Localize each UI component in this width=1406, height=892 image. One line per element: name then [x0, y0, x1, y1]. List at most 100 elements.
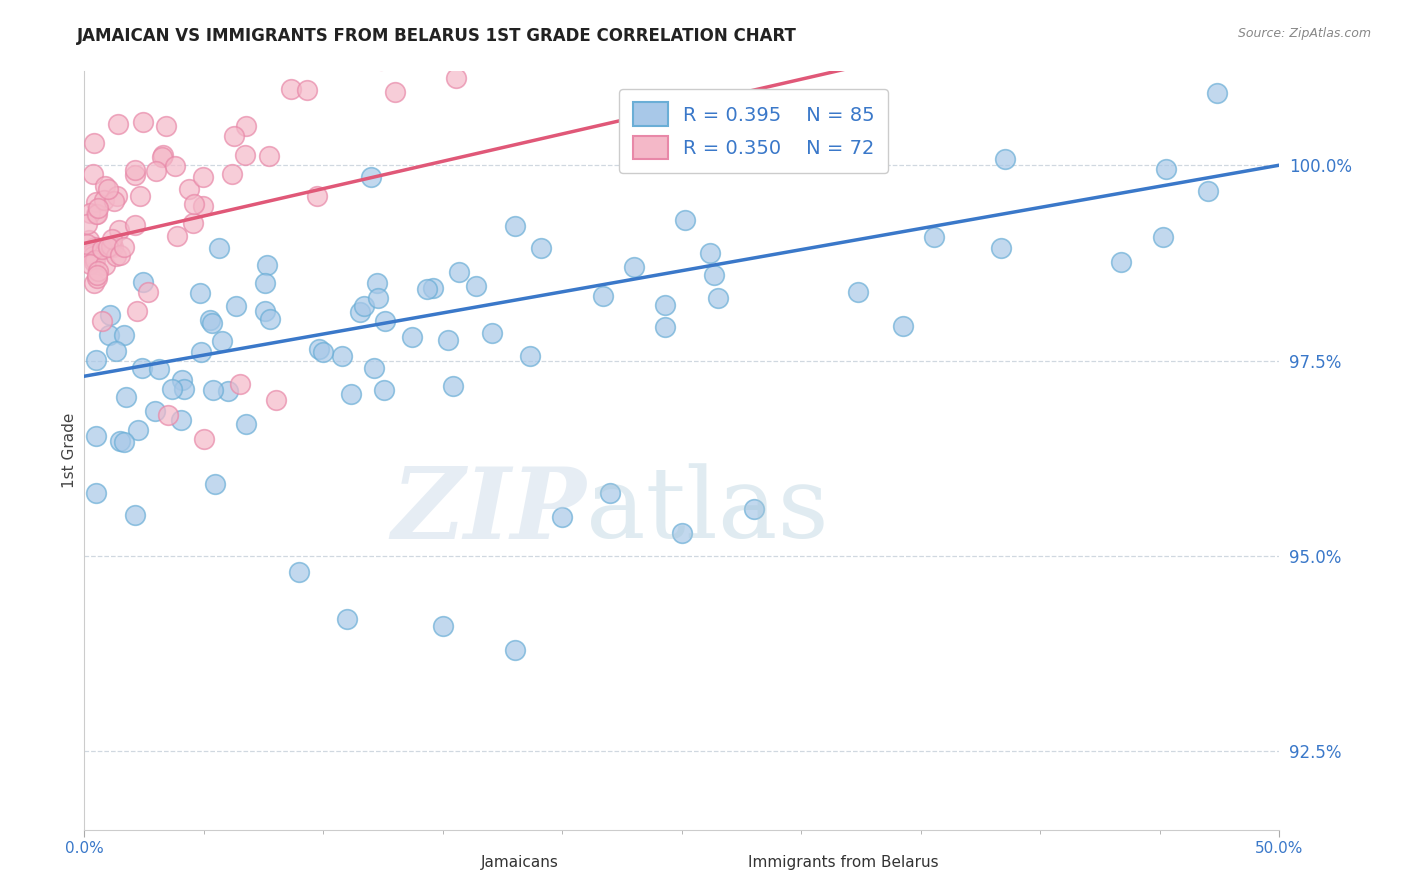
Point	[107, 117, 129, 131]
Legend: R = 0.395    N = 85, R = 0.350    N = 72: R = 0.395 N = 85, R = 0.350 N = 72	[619, 88, 889, 173]
Point	[84, 207, 107, 221]
Point	[204, 477, 226, 491]
Point	[108, 223, 131, 237]
Point	[143, 403, 166, 417]
Point	[673, 212, 696, 227]
Point	[253, 304, 276, 318]
Point	[91, 314, 114, 328]
Point	[124, 508, 146, 522]
Point	[93, 193, 115, 207]
Point	[84, 485, 107, 500]
Point	[82, 167, 104, 181]
Point	[503, 642, 526, 657]
Point	[257, 148, 280, 162]
Point	[181, 216, 204, 230]
Point	[221, 167, 243, 181]
Point	[444, 71, 467, 86]
Point	[846, 285, 869, 299]
Point	[207, 241, 229, 255]
Point	[256, 258, 278, 272]
Point	[280, 82, 302, 96]
Point	[1152, 230, 1174, 244]
Point	[211, 334, 233, 348]
Point	[994, 153, 1017, 167]
Point	[77, 233, 100, 247]
Point	[339, 386, 361, 401]
Point	[1205, 86, 1227, 100]
Text: Immigrants from Belarus: Immigrants from Belarus	[748, 855, 939, 870]
Point	[253, 277, 276, 291]
Point	[373, 383, 395, 397]
Point	[654, 320, 676, 334]
Point	[83, 276, 105, 290]
Point	[131, 361, 153, 376]
Text: JAMAICAN VS IMMIGRANTS FROM BELARUS 1ST GRADE CORRELATION CHART: JAMAICAN VS IMMIGRANTS FROM BELARUS 1ST …	[77, 27, 797, 45]
Point	[93, 258, 115, 272]
Point	[169, 413, 191, 427]
Point	[352, 46, 374, 61]
Point	[90, 243, 112, 257]
Point	[170, 373, 193, 387]
Point	[83, 254, 105, 268]
Point	[264, 392, 287, 407]
Point	[288, 565, 311, 579]
Point	[401, 330, 423, 344]
Point	[235, 119, 257, 133]
Point	[778, 140, 800, 154]
Point	[125, 303, 148, 318]
Point	[336, 611, 359, 625]
Point	[165, 159, 187, 173]
Point	[599, 486, 621, 500]
Text: Jamaicans: Jamaicans	[481, 855, 560, 870]
Point	[422, 281, 444, 295]
Point	[193, 199, 215, 213]
Point	[432, 619, 454, 633]
Point	[384, 86, 406, 100]
Point	[224, 129, 246, 144]
Point	[190, 345, 212, 359]
Point	[173, 382, 195, 396]
Point	[217, 384, 239, 399]
Point	[87, 263, 110, 277]
Point	[86, 268, 108, 283]
Point	[922, 230, 945, 244]
Text: ZIP: ZIP	[391, 463, 586, 559]
Point	[530, 241, 553, 255]
Point	[86, 207, 108, 221]
Point	[370, 53, 392, 67]
Point	[193, 432, 215, 446]
Point	[105, 188, 128, 202]
Point	[101, 240, 124, 254]
Point	[233, 147, 256, 161]
Point	[79, 206, 101, 220]
Point	[160, 382, 183, 396]
Point	[76, 218, 98, 232]
Point	[80, 247, 103, 261]
Point	[83, 240, 105, 254]
Point	[198, 312, 221, 326]
Point	[84, 195, 107, 210]
Point	[330, 349, 353, 363]
Point	[188, 285, 211, 300]
Point	[82, 249, 104, 263]
Point	[124, 218, 146, 232]
Point	[150, 150, 173, 164]
Point	[295, 83, 318, 97]
Point	[124, 168, 146, 182]
Point	[349, 305, 371, 319]
Point	[707, 291, 730, 305]
Point	[201, 316, 224, 330]
Point	[990, 241, 1012, 255]
Point	[98, 308, 121, 322]
Point	[115, 390, 138, 404]
Point	[202, 383, 225, 397]
Point	[312, 344, 335, 359]
Point	[464, 279, 486, 293]
Point	[671, 525, 693, 540]
Point	[127, 423, 149, 437]
Point	[86, 271, 108, 285]
Point	[623, 260, 645, 275]
Point	[592, 289, 614, 303]
Point	[112, 240, 135, 254]
Point	[112, 327, 135, 342]
